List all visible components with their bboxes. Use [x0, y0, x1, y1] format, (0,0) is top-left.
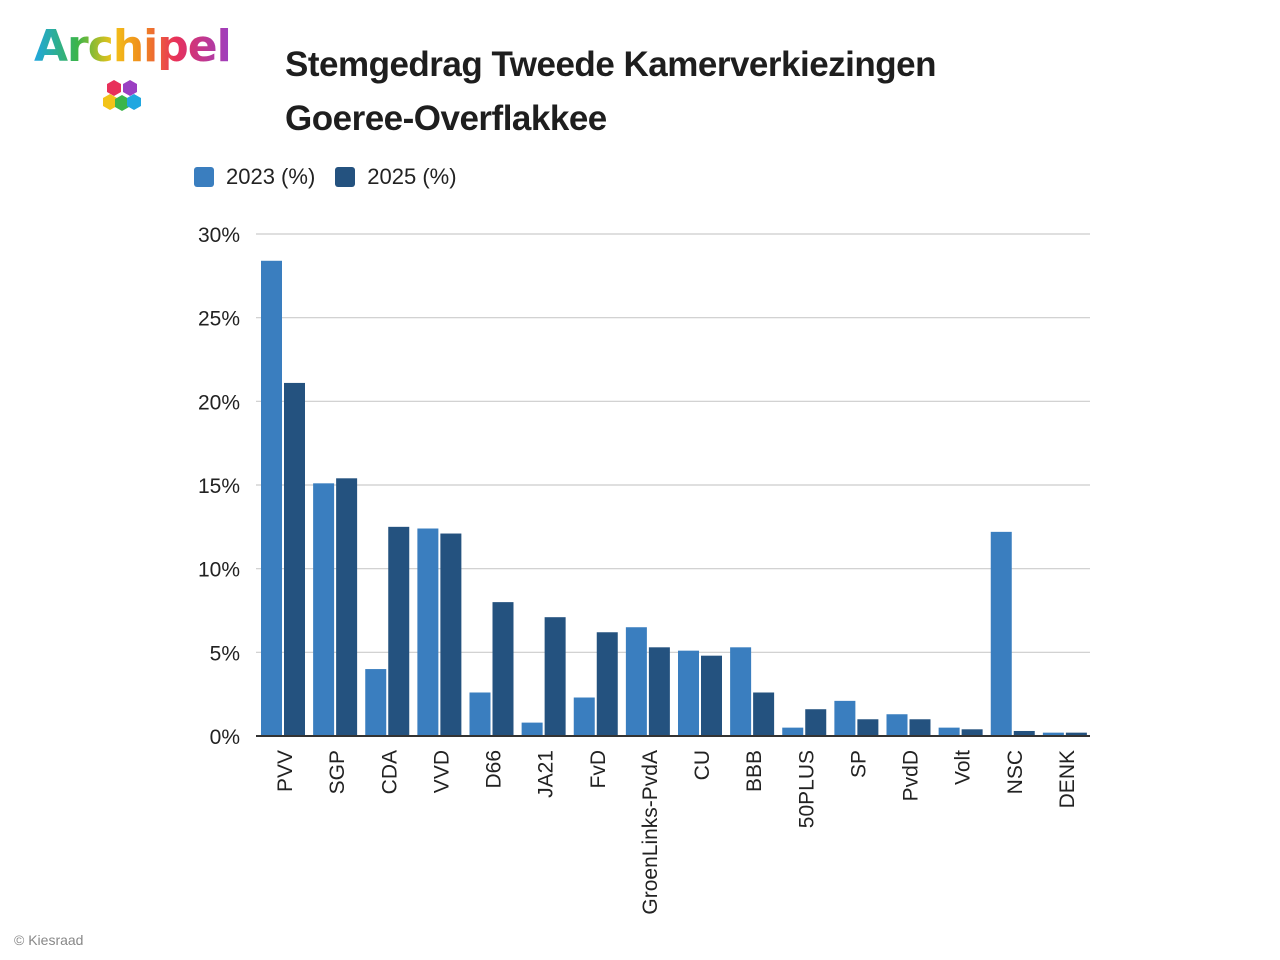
- bar-d66-2025: [492, 602, 514, 736]
- x-tick-label: CU: [691, 750, 714, 780]
- bar-groenlinks-pvda-2023: [625, 627, 647, 736]
- bar-cda-2023: [365, 669, 387, 736]
- x-tick-label: JA21: [535, 750, 558, 798]
- x-tick-label: GroenLinks-PvdA: [639, 750, 662, 915]
- bar-sp-2025: [857, 719, 879, 736]
- bar-groenlinks-pvda-2025: [648, 647, 670, 736]
- legend-item-2023: 2023 (%): [194, 164, 315, 190]
- bar-sgp-2023: [313, 483, 335, 736]
- x-tick-label: D66: [483, 750, 506, 789]
- source-credit: © Kiesraad: [14, 932, 84, 948]
- bar-nsc-2025: [1013, 730, 1035, 736]
- legend-label-2025: 2025 (%): [367, 164, 457, 189]
- bar-ja21-2025: [544, 617, 566, 736]
- bar-cu-2023: [678, 650, 699, 736]
- bar-volt-2023: [938, 727, 960, 736]
- x-tick-label: PvdD: [900, 750, 923, 801]
- bar-denk-2025: [1065, 732, 1087, 736]
- bar-sgp-2025: [336, 478, 358, 736]
- bar-bbb-2025: [753, 692, 775, 736]
- y-tick-label: 20%: [198, 391, 240, 414]
- bar-50plus-2023: [782, 727, 804, 736]
- legend-item-2025: 2025 (%): [335, 164, 457, 190]
- bar-bbb-2023: [730, 647, 752, 736]
- x-tick-label: SGP: [326, 750, 349, 794]
- bar-50plus-2025: [805, 709, 827, 736]
- x-tick-label: FvD: [587, 750, 610, 789]
- hex-cubes-icon: [103, 80, 141, 111]
- x-tick-label: 50PLUS: [795, 750, 818, 828]
- y-tick-label: 10%: [198, 559, 240, 582]
- archipel-logo: Archipel: [34, 22, 232, 117]
- x-tick-label: NSC: [1004, 750, 1027, 794]
- x-tick-label: BBB: [743, 750, 766, 792]
- legend-swatch-2025: [335, 167, 356, 187]
- bar-sp-2023: [834, 700, 856, 736]
- bar-denk-2023: [1042, 732, 1064, 736]
- bar-ja21-2023: [521, 722, 543, 736]
- chart-title-line-2: Goeree-Overflakkee: [285, 99, 607, 138]
- y-tick-label: 5%: [210, 642, 240, 665]
- x-tick-label: PVV: [274, 750, 297, 792]
- y-tick-label: 15%: [198, 475, 240, 498]
- x-tick-label: Volt: [952, 750, 975, 785]
- bar-cu-2025: [701, 655, 722, 736]
- y-tick-label: 0%: [210, 726, 240, 749]
- x-tick-label: VVD: [430, 750, 453, 793]
- x-tick-label: CDA: [378, 750, 401, 794]
- bar-fvd-2025: [596, 632, 618, 736]
- chart-title-line-1: Stemgedrag Tweede Kamerverkiezingen: [285, 45, 937, 84]
- legend-swatch-2023: [194, 167, 214, 187]
- legend-label-2023: 2023 (%): [226, 164, 316, 189]
- bar-pvdd-2023: [886, 714, 908, 736]
- bar-pvv-2023: [261, 260, 282, 736]
- chart-title: Stemgedrag Tweede Kamerverkiezingen Goer…: [285, 38, 1185, 146]
- y-tick-label: 25%: [198, 308, 240, 331]
- x-tick-label: DENK: [1056, 750, 1079, 808]
- x-tick-label: SP: [847, 750, 870, 778]
- chart-legend: 2023 (%) 2025 (%): [194, 164, 477, 190]
- y-tick-label: 30%: [198, 224, 240, 247]
- bar-volt-2025: [961, 729, 983, 736]
- bar-vvd-2023: [417, 528, 439, 736]
- bar-cda-2025: [388, 526, 410, 736]
- bar-pvdd-2025: [909, 719, 931, 736]
- bar-fvd-2023: [573, 697, 595, 736]
- logo-wordmark: Archipel: [34, 21, 232, 72]
- bar-nsc-2023: [990, 531, 1012, 736]
- bar-d66-2023: [469, 692, 491, 736]
- bar-vvd-2025: [440, 533, 462, 736]
- bar-pvv-2025: [284, 382, 305, 736]
